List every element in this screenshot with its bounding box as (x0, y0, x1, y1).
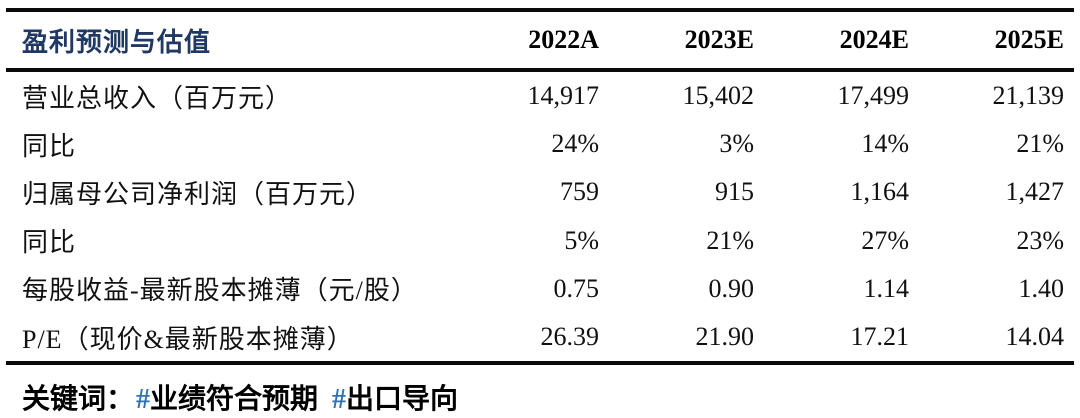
table-row-revenue-yoy: 同比 24% 3% 14% 21% (0, 120, 1080, 168)
table-row-net-profit: 归属母公司净利润（百万元） 759 915 1,164 1,427 (0, 168, 1080, 216)
row-value: 23% (1016, 225, 1064, 255)
table-title: 盈利预测与估值 (22, 27, 212, 57)
row-value: 21.90 (695, 322, 755, 352)
keyword-tag-1: #业绩符合预期 (136, 384, 318, 415)
table-row-net-profit-yoy: 同比 5% 21% 27% 23% (0, 217, 1080, 265)
forecast-valuation-table: 盈利预测与估值 2022A 2023E 2024E 2025E 营业总收入（百万… (0, 12, 1080, 366)
row-label: 同比 (22, 131, 77, 161)
keywords-line: 关键词：#业绩符合预期 #出口导向 (0, 377, 1080, 417)
hash-symbol: # (136, 384, 151, 416)
row-value: 3% (719, 129, 754, 159)
column-header-2022a: 2022A (528, 25, 599, 54)
keyword-tag-text: 业绩符合预期 (150, 384, 319, 416)
row-value: 17,499 (837, 81, 910, 111)
row-label: 归属母公司净利润（百万元） (22, 179, 374, 209)
row-value: 14% (861, 129, 909, 159)
table-top-rule (6, 8, 1074, 12)
row-value: 1.40 (1018, 273, 1065, 303)
row-value: 14.04 (1005, 322, 1065, 352)
row-value: 21,139 (992, 81, 1065, 111)
table-bottom-rule (6, 361, 1074, 366)
row-value: 27% (861, 225, 909, 255)
table-header-row: 盈利预测与估值 2022A 2023E 2024E 2025E (0, 12, 1080, 68)
row-value: 1,427 (1005, 177, 1065, 207)
row-label: P/E（现价&最新股本摊薄） (22, 324, 354, 354)
column-header-2023e: 2023E (684, 25, 754, 54)
row-label: 营业总收入（百万元） (22, 83, 293, 113)
keyword-tag-2: #出口导向 (332, 384, 458, 415)
hash-symbol: # (332, 384, 347, 416)
row-value: 1,164 (850, 177, 910, 207)
row-value: 759 (560, 177, 599, 207)
row-label: 同比 (22, 228, 77, 258)
row-value: 21% (1016, 129, 1064, 159)
row-value: 21% (706, 225, 754, 255)
table-row-pe: P/E（现价&最新股本摊薄） 26.39 21.90 17.21 14.04 (0, 313, 1080, 361)
column-header-2025e: 2025E (994, 25, 1064, 54)
row-value: 915 (715, 177, 754, 207)
table-row-revenue: 营业总收入（百万元） 14,917 15,402 17,499 21,139 (0, 72, 1080, 120)
row-value: 26.39 (540, 322, 600, 352)
row-value: 15,402 (682, 81, 755, 111)
row-value: 14,917 (527, 81, 600, 111)
row-value: 0.90 (708, 273, 755, 303)
column-header-2024e: 2024E (839, 25, 909, 54)
keywords-label: 关键词： (22, 384, 135, 416)
keyword-tag-text: 出口导向 (346, 384, 459, 416)
row-value: 24% (551, 129, 599, 159)
table-row-eps: 每股收益-最新股本摊薄（元/股） 0.75 0.90 1.14 1.40 (0, 265, 1080, 313)
row-value: 0.75 (553, 273, 600, 303)
table-header-rule (6, 68, 1074, 72)
row-label: 每股收益-最新股本摊薄（元/股） (22, 276, 418, 306)
row-value: 5% (564, 225, 599, 255)
row-value: 17.21 (850, 322, 910, 352)
row-value: 1.14 (863, 273, 910, 303)
